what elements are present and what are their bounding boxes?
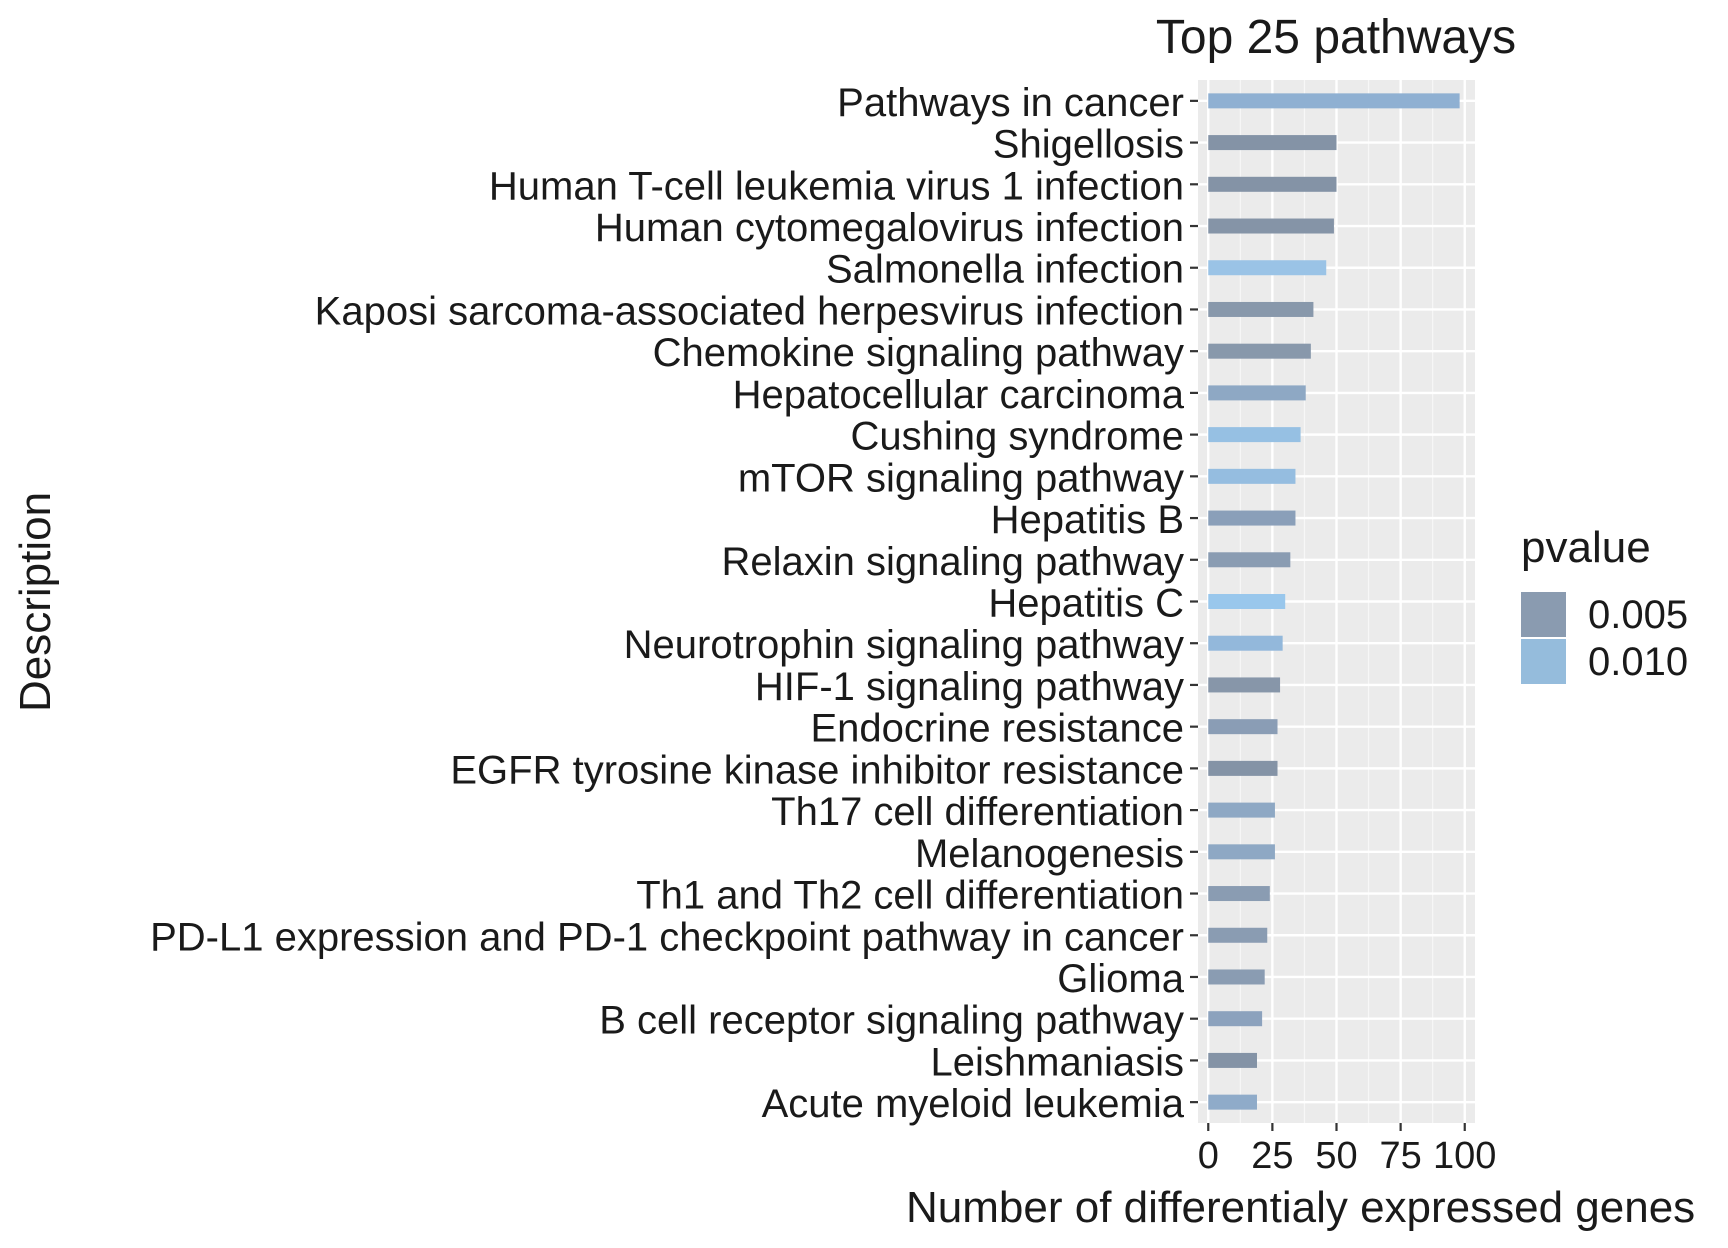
- legend-title: pvalue: [1521, 523, 1651, 572]
- bars-group: [1208, 93, 1460, 1110]
- category-label: Pathways in cancer: [837, 81, 1184, 125]
- category-label: Leishmaniasis: [931, 1040, 1184, 1084]
- category-label: Acute myeloid leukemia: [762, 1082, 1185, 1126]
- bar: [1208, 1094, 1257, 1110]
- y-axis-label: Description: [11, 492, 60, 712]
- bar: [1208, 886, 1270, 902]
- category-label: Human T-cell leukemia virus 1 infection: [489, 164, 1184, 208]
- bar: [1208, 760, 1278, 776]
- legend-label: 0.005: [1588, 593, 1688, 637]
- bar: [1208, 93, 1460, 109]
- category-label: Endocrine resistance: [810, 707, 1184, 751]
- legend-key: [1521, 592, 1566, 637]
- bar: [1208, 427, 1301, 443]
- category-label: Th1 and Th2 cell differentiation: [636, 874, 1184, 918]
- x-tick-label: 25: [1251, 1135, 1293, 1177]
- bar: [1208, 260, 1327, 276]
- x-axis-label: Number of differentialy expressed genes: [906, 1183, 1695, 1232]
- bar: [1208, 135, 1337, 151]
- legend-key: [1521, 639, 1566, 684]
- bar: [1208, 635, 1283, 651]
- category-label: Cushing syndrome: [851, 415, 1185, 459]
- bar: [1208, 844, 1275, 860]
- x-tick-label: 75: [1379, 1135, 1421, 1177]
- bar: [1208, 1052, 1257, 1068]
- category-label: Salmonella infection: [826, 248, 1184, 292]
- bar: [1208, 552, 1291, 568]
- bar: [1208, 594, 1286, 609]
- category-label: HIF-1 signaling pathway: [755, 665, 1184, 709]
- category-label: Kaposi sarcoma-associated herpesvirus in…: [315, 289, 1184, 333]
- category-label: EGFR tyrosine kinase inhibitor resistanc…: [450, 748, 1184, 792]
- bar: [1208, 385, 1306, 401]
- category-label: B cell receptor signaling pathway: [599, 999, 1184, 1043]
- category-label: Relaxin signaling pathway: [722, 540, 1185, 584]
- bar: [1208, 301, 1314, 317]
- x-tick-label: 50: [1315, 1135, 1357, 1177]
- category-label: Shigellosis: [993, 123, 1184, 167]
- bar: [1208, 969, 1265, 985]
- category-label: Hepatocellular carcinoma: [733, 373, 1185, 417]
- category-label: PD-L1 expression and PD-1 checkpoint pat…: [150, 915, 1184, 959]
- category-label: Th17 cell differentiation: [771, 790, 1184, 834]
- bar: [1208, 927, 1268, 943]
- x-axis: 0 25 50 75 100: [1198, 1123, 1496, 1177]
- category-label: Chemokine signaling pathway: [653, 331, 1184, 375]
- category-label: Neurotrophin signaling pathway: [624, 623, 1184, 667]
- category-label: Hepatitis B: [991, 498, 1184, 542]
- bar: [1208, 510, 1296, 526]
- legend-label: 0.010: [1588, 640, 1688, 684]
- bar: [1208, 1011, 1263, 1027]
- bar: [1208, 343, 1311, 359]
- x-tick-label: 100: [1433, 1135, 1496, 1177]
- bar: [1208, 218, 1334, 234]
- bar: [1208, 468, 1296, 484]
- chart-title: Top 25 pathways: [1156, 11, 1516, 64]
- category-label: Human cytomegalovirus infection: [595, 206, 1184, 250]
- bar: [1208, 176, 1337, 192]
- bar: [1208, 802, 1275, 818]
- bar: [1208, 719, 1278, 735]
- category-label: Glioma: [1057, 957, 1184, 1001]
- category-label: Melanogenesis: [915, 832, 1184, 876]
- bar: [1208, 677, 1281, 693]
- category-label: Hepatitis C: [988, 582, 1184, 626]
- category-label: mTOR signaling pathway: [738, 456, 1184, 500]
- x-tick-label: 0: [1198, 1135, 1219, 1177]
